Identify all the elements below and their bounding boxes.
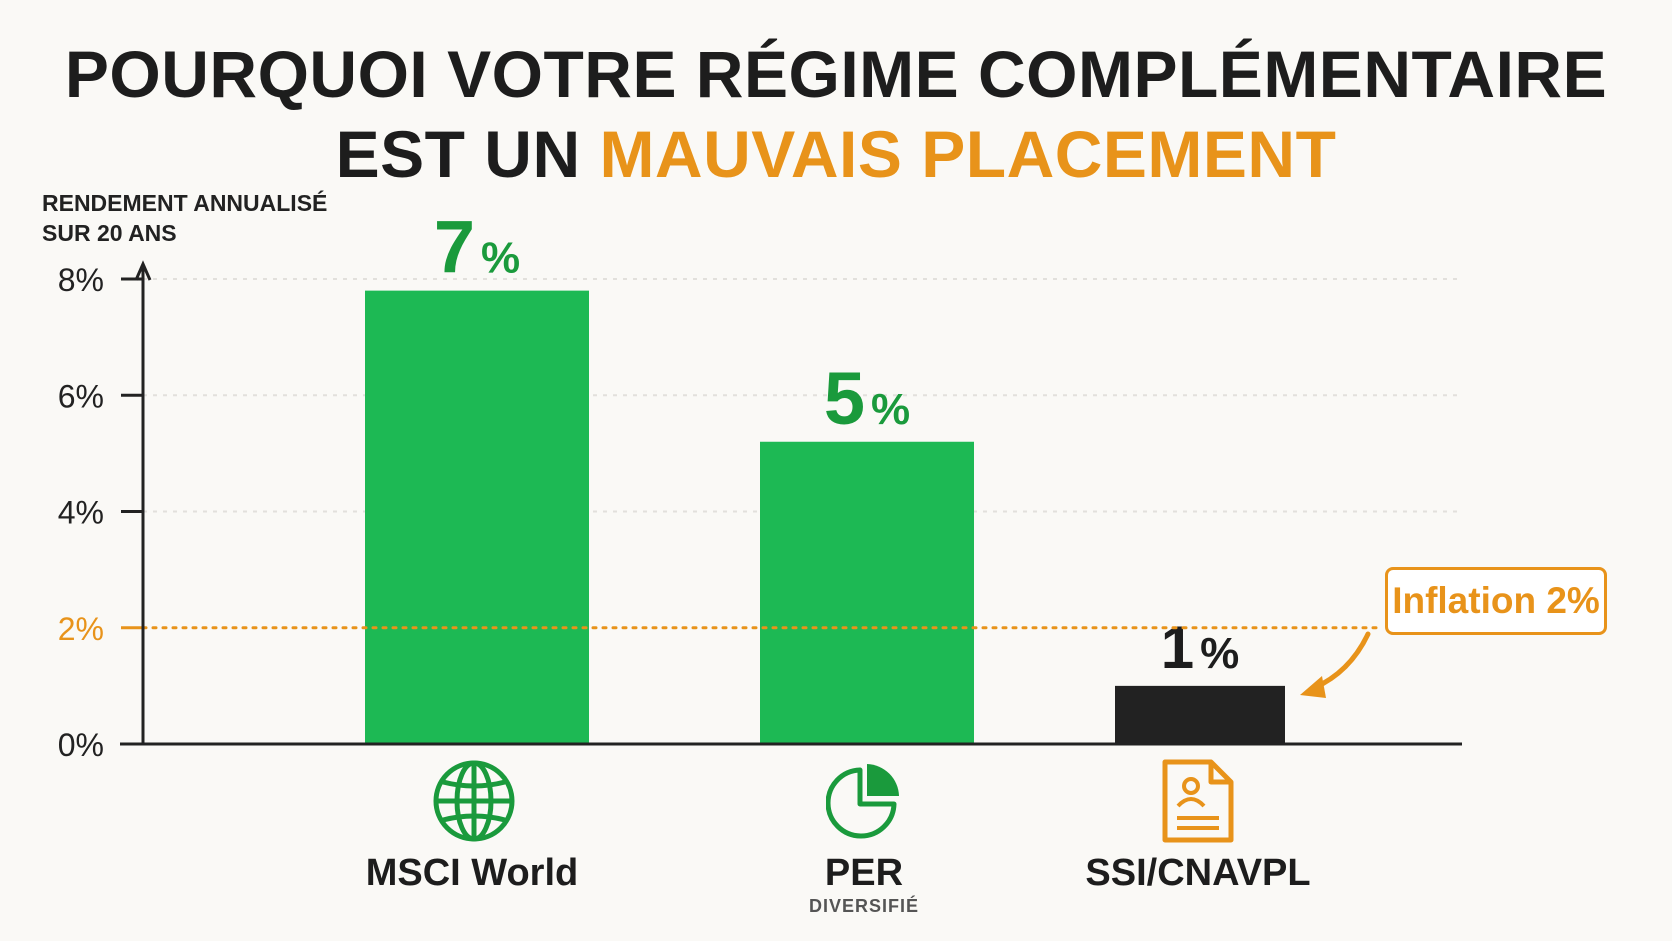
inflation-arrow-head bbox=[1300, 676, 1326, 698]
y-tick-label-2: 2% bbox=[58, 611, 104, 647]
y-tick-label-6: 6% bbox=[58, 378, 104, 414]
y-axis-arrow bbox=[134, 260, 152, 281]
category-label-ssi-cnavpl: SSI/CNAVPL bbox=[1085, 852, 1311, 894]
inflation-annotation-label: Inflation 2% bbox=[1392, 580, 1600, 621]
data-label-2: 1% bbox=[1161, 614, 1240, 681]
y-axis-label: RENDEMENT ANNUALISÉ SUR 20 ANS bbox=[42, 188, 327, 248]
y-tick-label-4: 4% bbox=[58, 495, 104, 531]
title-line-2: EST UN MAUVAIS PLACEMENT bbox=[0, 114, 1672, 194]
title-line-2-prefix: EST UN bbox=[335, 117, 600, 191]
y-axis-label-line-2: SUR 20 ANS bbox=[42, 220, 177, 246]
globe-icon bbox=[433, 760, 515, 842]
title-line-1: POURQUOI VOTRE RÉGIME COMPLÉMENTAIRE bbox=[64, 37, 1608, 111]
category-sublabel-per: DIVERSIFIÉ bbox=[808, 896, 920, 916]
y-axis-label-line-1: RENDEMENT ANNUALISÉ bbox=[42, 190, 328, 216]
category-label-per: PER bbox=[824, 852, 904, 894]
bar-ssi-cnavpl bbox=[1115, 685, 1285, 744]
y-tick-label-8: 8% bbox=[58, 262, 104, 298]
bar-per bbox=[760, 441, 974, 744]
category-label-msci-world: MSCI World bbox=[365, 852, 579, 894]
data-label-0: 7% bbox=[434, 206, 520, 289]
pie-chart-icon bbox=[826, 764, 899, 839]
chart-title: POURQUOI VOTRE RÉGIME COMPLÉMENTAIRE EST… bbox=[0, 34, 1672, 194]
document-icon bbox=[1162, 759, 1234, 843]
bar-msci-world bbox=[365, 290, 589, 744]
y-tick-label-0: 0% bbox=[58, 727, 104, 763]
inflation-annotation: Inflation 2% bbox=[1385, 567, 1607, 635]
title-accent: MAUVAIS PLACEMENT bbox=[599, 117, 1337, 191]
data-label-1: 5% bbox=[824, 357, 910, 440]
